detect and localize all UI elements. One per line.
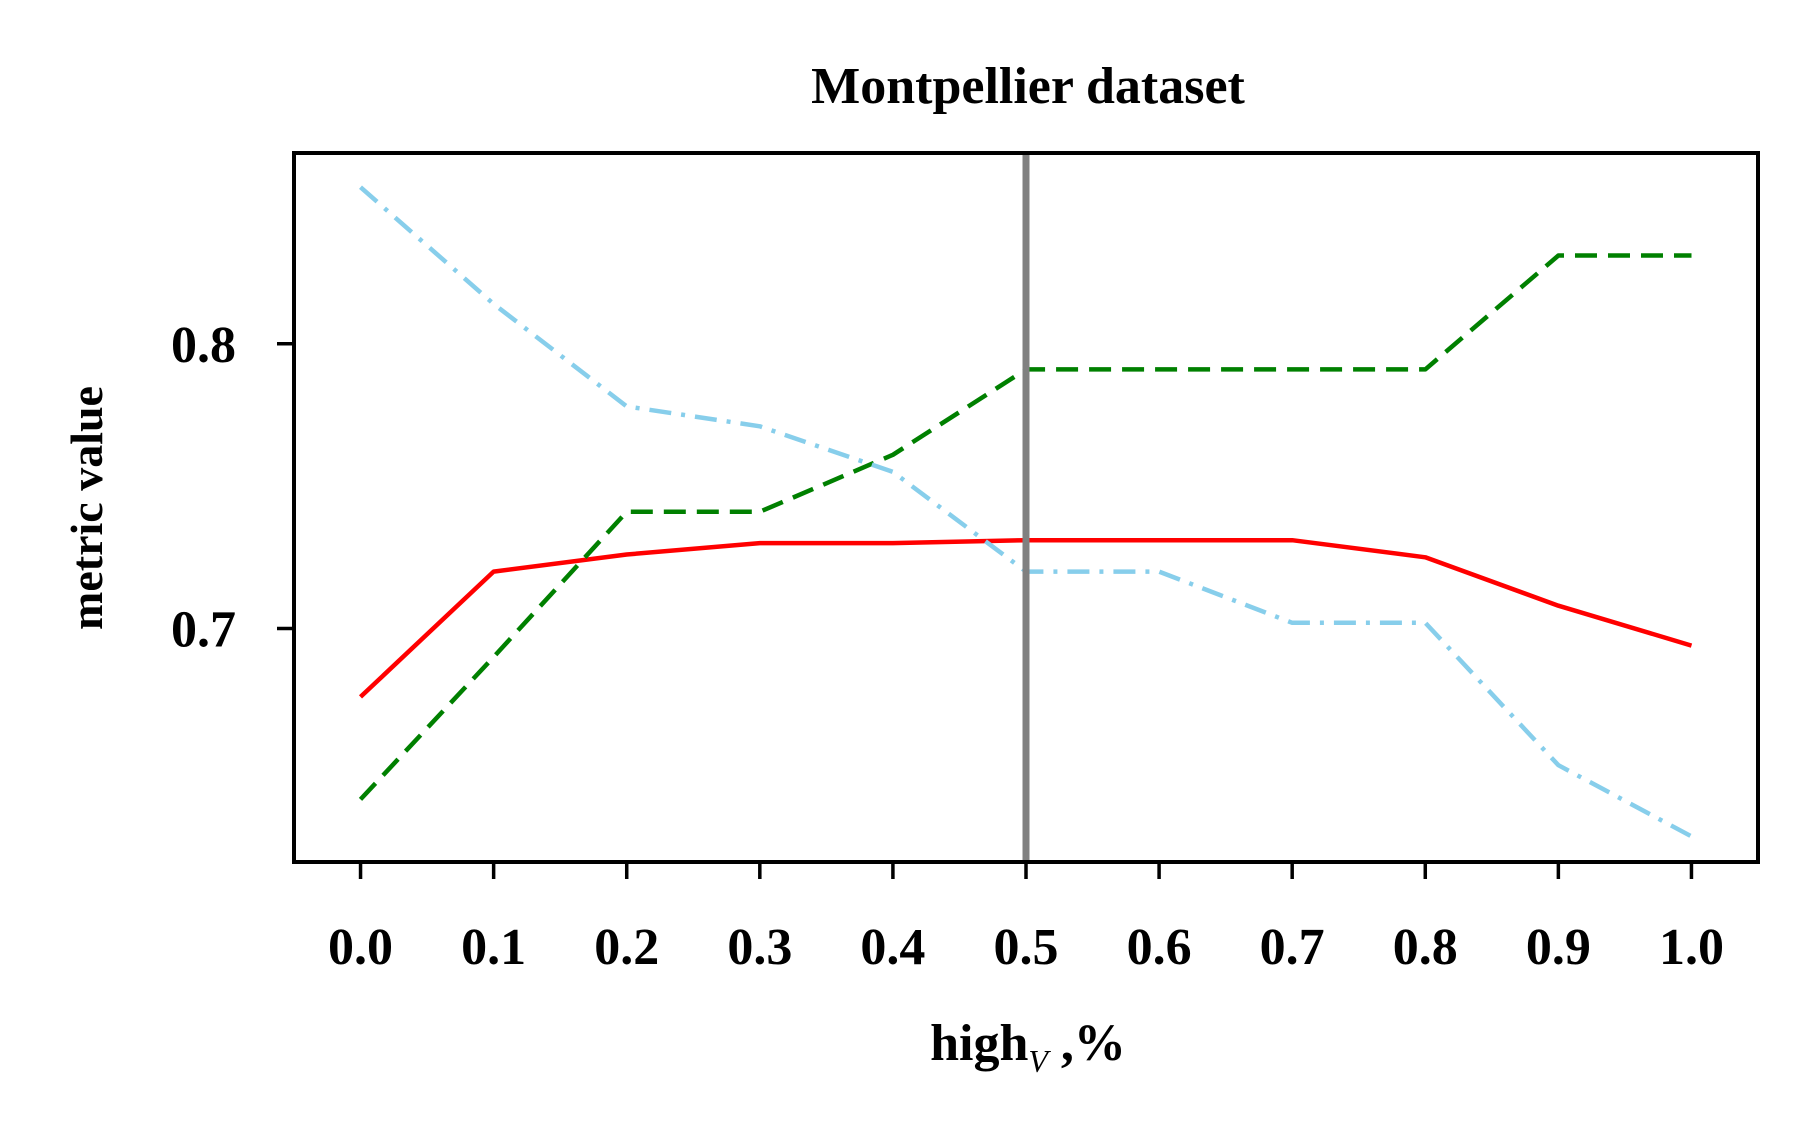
x-tick-label-4: 0.4 [860, 919, 925, 976]
x-tick-label-2: 0.2 [594, 919, 659, 976]
x-axis-label-subscript: V [1028, 1043, 1051, 1079]
x-tick-label-1: 0.1 [461, 919, 526, 976]
x-axis-label: highV ,% [930, 1015, 1126, 1079]
x-tick-label-9: 0.9 [1526, 919, 1591, 976]
x-tick-label-5: 0.5 [994, 919, 1059, 976]
x-tick-label-8: 0.8 [1393, 919, 1458, 976]
chart-title: Montpellier dataset [811, 58, 1245, 115]
y-tick-label-1: 0.8 [171, 317, 236, 374]
plot-area [358, 153, 1693, 862]
x-tick-label-3: 0.3 [727, 919, 792, 976]
x-axis-label-suffix: ,% [1048, 1015, 1126, 1072]
x-tick-label-6: 0.6 [1127, 919, 1192, 976]
x-tick-label-10: 1.0 [1659, 919, 1724, 976]
x-tick-label-7: 0.7 [1260, 919, 1325, 976]
x-axis-label-main: high [930, 1015, 1028, 1072]
x-tick-label-0: 0.0 [328, 919, 393, 976]
y-tick-label-0: 0.7 [171, 602, 236, 659]
y-axis-label: metric value [61, 386, 112, 630]
